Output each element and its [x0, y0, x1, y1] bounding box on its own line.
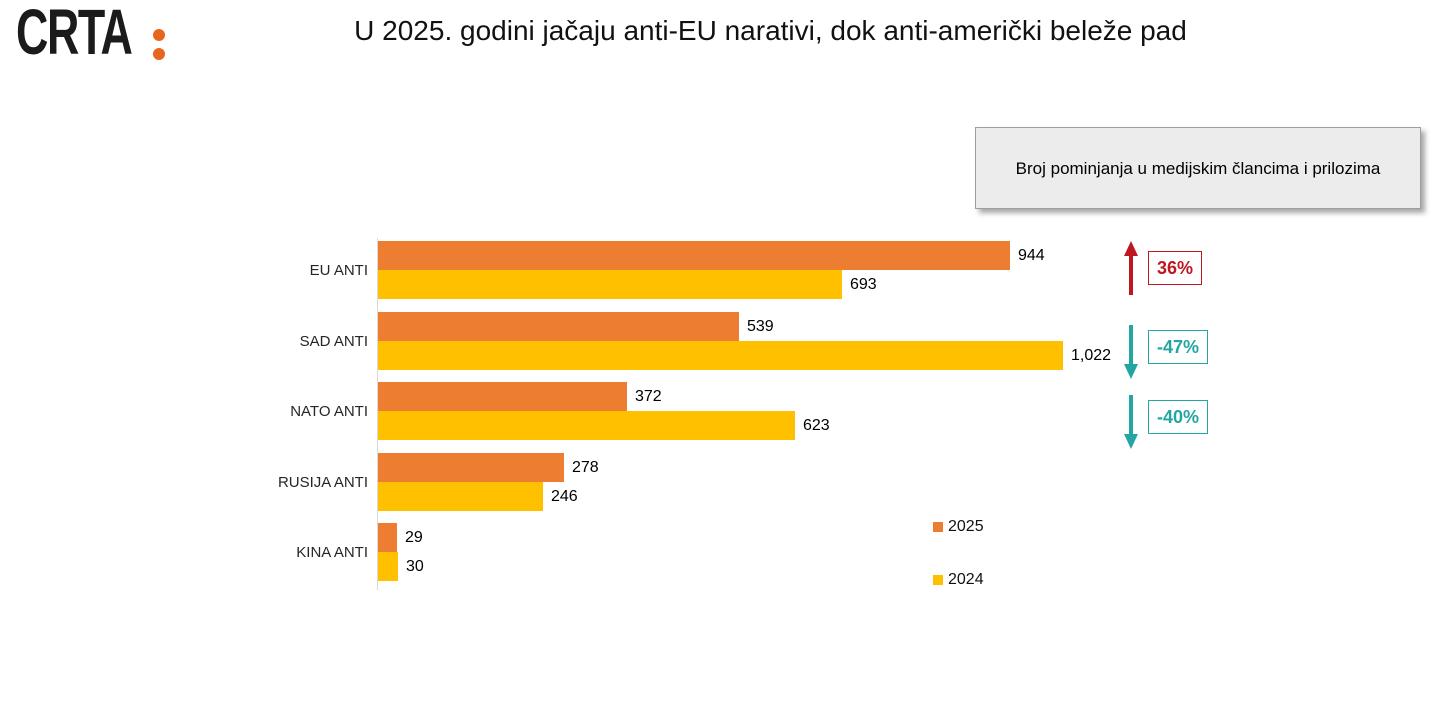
category-label: RUSIJA ANTI	[277, 473, 368, 491]
crta-logo: CRTA	[16, 0, 165, 68]
bar-2025	[378, 312, 739, 341]
bar-value-label: 246	[551, 488, 578, 505]
legend-item-2024: 2024	[933, 571, 984, 589]
bar-value-label: 539	[747, 318, 774, 335]
up-arrow-icon	[1122, 241, 1140, 297]
annotation-box-text: Broj pominjanja u medijskim člancima i p…	[1015, 158, 1381, 178]
bar-2025	[378, 523, 397, 552]
bar-2024	[378, 341, 1063, 370]
change-badge: -40%	[1148, 400, 1209, 434]
bar-2025	[378, 382, 627, 411]
bar-2024	[378, 482, 543, 511]
legend-swatch	[933, 575, 943, 585]
logo-colon-dot	[153, 29, 165, 41]
page-title: U 2025. godini jačaju anti-EU narativi, …	[354, 15, 1187, 46]
legend-label: 2025	[948, 518, 984, 535]
legend-item-2025: 2025	[933, 518, 984, 536]
bar-value-label: 30	[406, 558, 424, 575]
change-badge: -47%	[1148, 330, 1209, 364]
bar-2024	[378, 270, 842, 299]
legend-swatch	[933, 522, 943, 532]
legend-label: 2024	[948, 571, 984, 588]
category-axis-line	[377, 238, 378, 590]
category-label: KINA ANTI	[296, 543, 368, 561]
category-label: NATO ANTI	[290, 402, 368, 420]
annotation-box: Broj pominjanja u medijskim člancima i p…	[975, 127, 1421, 209]
bar-2024	[378, 552, 398, 581]
bar-2025	[378, 453, 564, 482]
down-arrow-icon	[1122, 393, 1140, 449]
bar-value-label: 693	[850, 276, 877, 293]
bar-2024	[378, 411, 795, 440]
bar-value-label: 1,022	[1071, 347, 1112, 364]
crta-logo-colon	[153, 29, 165, 60]
down-arrow-icon	[1122, 323, 1140, 379]
bar-value-label: 372	[635, 388, 662, 405]
change-badge: 36%	[1148, 251, 1203, 285]
bar-2025	[378, 241, 1010, 270]
category-label: EU ANTI	[309, 261, 368, 279]
bar-value-label: 623	[803, 417, 830, 434]
bar-value-label: 29	[405, 529, 423, 546]
bar-value-label: 278	[572, 459, 599, 476]
logo-colon-dot	[153, 48, 165, 60]
bar-value-label: 944	[1018, 247, 1045, 264]
crta-logo-text: CRTA	[16, 0, 133, 68]
category-label: SAD ANTI	[299, 332, 368, 350]
